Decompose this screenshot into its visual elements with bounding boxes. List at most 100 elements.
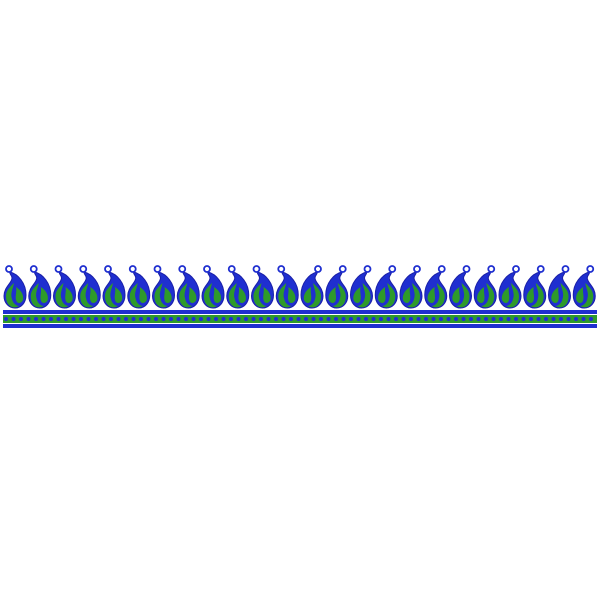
paisley xyxy=(3,265,27,309)
dot xyxy=(19,317,23,321)
dot xyxy=(71,317,76,321)
dot xyxy=(41,317,46,321)
top-rule xyxy=(3,310,597,314)
dot xyxy=(551,317,556,321)
dot xyxy=(101,317,106,321)
dot xyxy=(334,317,338,321)
dot xyxy=(56,317,61,321)
paisley xyxy=(522,265,547,309)
dot xyxy=(386,317,391,321)
dot xyxy=(94,317,98,321)
dot xyxy=(266,317,271,321)
dot xyxy=(109,317,113,321)
dot xyxy=(154,317,158,321)
dot xyxy=(86,317,91,321)
dot-row xyxy=(4,317,593,321)
dot xyxy=(394,317,398,321)
dot xyxy=(371,317,376,321)
dot xyxy=(326,317,331,321)
dot xyxy=(439,317,443,321)
paisley xyxy=(52,265,77,309)
dot xyxy=(146,317,151,321)
dot xyxy=(491,317,496,321)
paisley xyxy=(572,265,597,309)
dot xyxy=(176,317,181,321)
dot xyxy=(139,317,143,321)
dot xyxy=(199,317,203,321)
dot xyxy=(259,317,263,321)
dot xyxy=(581,317,586,321)
dot xyxy=(161,317,166,321)
dot xyxy=(521,317,526,321)
paisley xyxy=(300,265,324,309)
dot xyxy=(311,317,316,321)
dot xyxy=(26,317,31,321)
dot xyxy=(274,317,278,321)
dot xyxy=(341,317,346,321)
dot xyxy=(131,317,136,321)
paisley xyxy=(225,265,250,309)
paisley xyxy=(201,265,225,309)
dot xyxy=(4,317,8,321)
dot xyxy=(409,317,413,321)
dot xyxy=(244,317,248,321)
dot xyxy=(11,317,16,321)
paisley xyxy=(547,265,572,309)
dot xyxy=(514,317,518,321)
paisley xyxy=(498,265,522,309)
dot xyxy=(169,317,173,321)
dot xyxy=(319,317,323,321)
dot xyxy=(214,317,218,321)
paisley xyxy=(423,265,448,309)
paisley xyxy=(176,265,201,309)
dot xyxy=(251,317,256,321)
paisley xyxy=(27,265,52,309)
bottom-rule xyxy=(3,324,597,328)
dot xyxy=(589,317,593,321)
paisley xyxy=(275,265,300,309)
dot xyxy=(529,317,533,321)
dot xyxy=(416,317,421,321)
dot xyxy=(281,317,286,321)
dot xyxy=(461,317,466,321)
dot xyxy=(206,317,211,321)
paisley xyxy=(473,265,498,309)
dot xyxy=(446,317,451,321)
dot xyxy=(499,317,503,321)
paisley xyxy=(349,265,374,309)
dot xyxy=(469,317,473,321)
paisley xyxy=(77,265,102,309)
paisley xyxy=(374,265,399,309)
dot xyxy=(454,317,458,321)
dot xyxy=(116,317,121,321)
paisley xyxy=(324,265,349,309)
dot xyxy=(574,317,578,321)
paisley xyxy=(102,265,126,309)
dot xyxy=(566,317,571,321)
dot xyxy=(34,317,38,321)
dot xyxy=(424,317,428,321)
dot xyxy=(431,317,436,321)
dot xyxy=(476,317,481,321)
paisley xyxy=(448,265,473,309)
dot xyxy=(221,317,226,321)
dot xyxy=(124,317,128,321)
dot xyxy=(79,317,83,321)
dot xyxy=(184,317,188,321)
dot xyxy=(401,317,406,321)
paisley-row xyxy=(3,265,597,309)
dot xyxy=(349,317,353,321)
dot xyxy=(296,317,301,321)
dot xyxy=(364,317,368,321)
dot xyxy=(289,317,293,321)
dot xyxy=(356,317,361,321)
dot xyxy=(379,317,383,321)
dot xyxy=(191,317,196,321)
dot xyxy=(506,317,511,321)
dot xyxy=(544,317,548,321)
dot xyxy=(236,317,241,321)
dot xyxy=(64,317,68,321)
dot xyxy=(49,317,53,321)
